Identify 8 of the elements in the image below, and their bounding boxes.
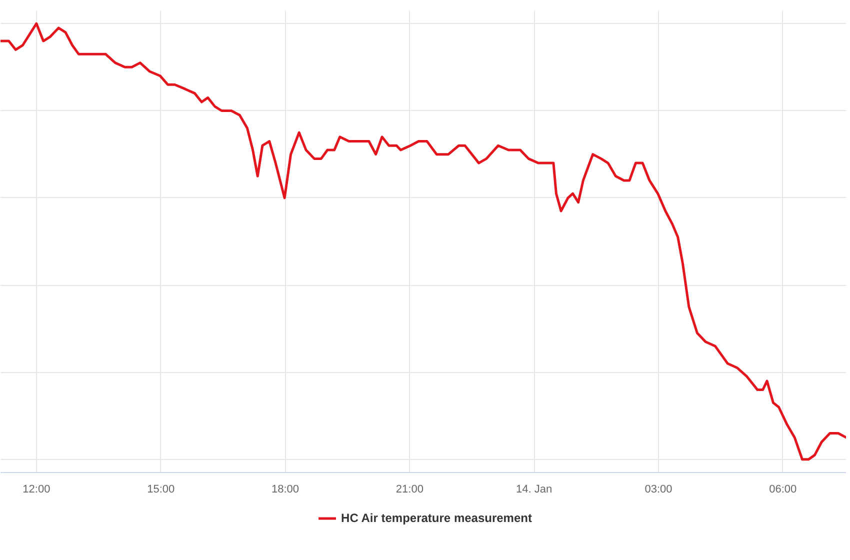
x-tick-label: 06:00 xyxy=(769,484,797,496)
x-tick-label: 18:00 xyxy=(272,484,300,496)
x-tick-label: 12:00 xyxy=(22,484,50,496)
x-tick-label: 15:00 xyxy=(147,484,175,496)
x-tick-label: 14. Jan xyxy=(516,484,552,496)
x-tick-label: 21:00 xyxy=(396,484,424,496)
legend-label: HC Air temperature measurement xyxy=(341,511,532,525)
x-tick-label: 03:00 xyxy=(644,484,672,496)
